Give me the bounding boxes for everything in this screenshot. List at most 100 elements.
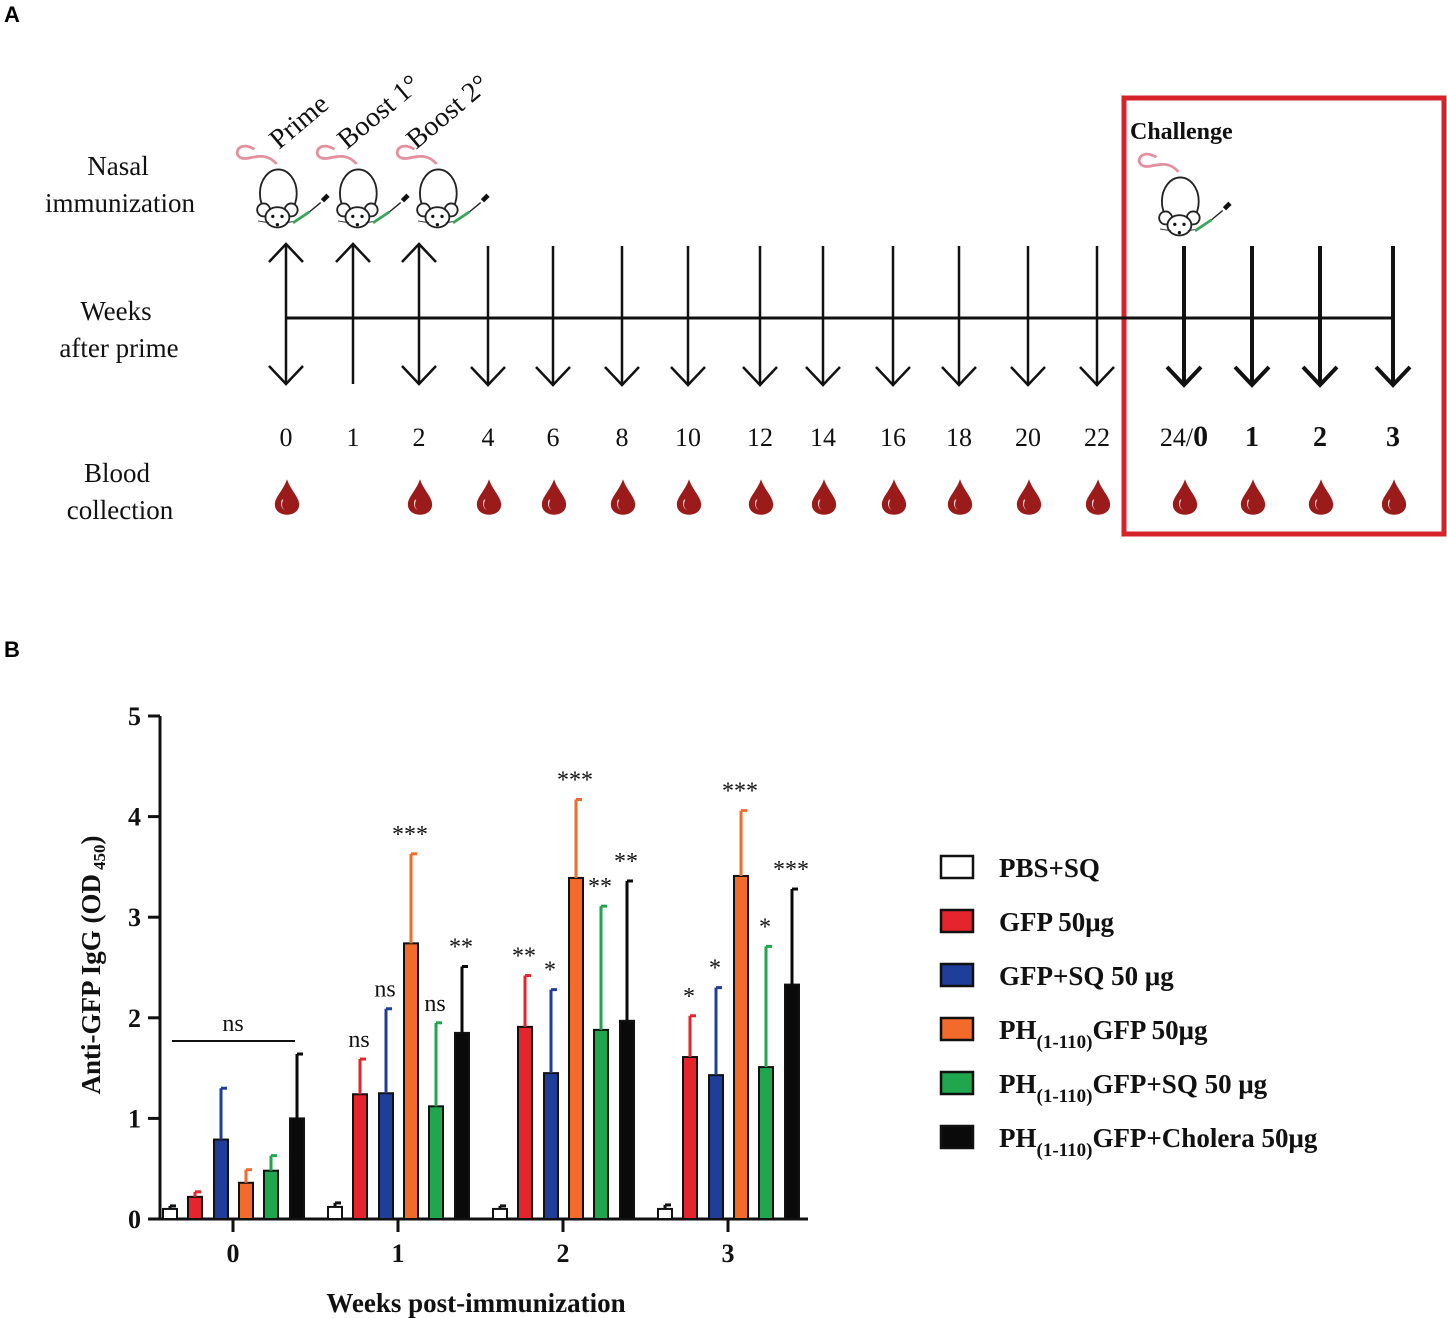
group-annotation: ns <box>172 1011 295 1042</box>
significance-label: * <box>683 984 695 1010</box>
bar <box>733 874 749 1220</box>
bar <box>213 1138 229 1220</box>
legend-swatch <box>939 1016 975 1042</box>
blood-drop-icon <box>541 479 567 515</box>
timepoint-label: 20 <box>1015 423 1041 452</box>
timeline-arrow-down-head <box>1165 365 1203 388</box>
blood-drop-icon <box>947 479 973 515</box>
nasal-label-line1: Nasal <box>87 151 148 181</box>
significance-label: * <box>544 958 556 984</box>
timepoint-label: 18 <box>946 423 972 452</box>
timepoint-label: 3 <box>1386 422 1400 453</box>
blood-drop-icon <box>274 479 300 515</box>
y-axis-title-close: ) <box>76 836 106 845</box>
bar <box>758 1066 774 1220</box>
timeline-arrow-down-head <box>535 366 571 387</box>
timepoint-label: 8 <box>616 423 629 452</box>
ns-bracket-label: ns <box>222 1011 243 1037</box>
bar <box>657 1207 673 1220</box>
x-ticks: 0 1 2 3 <box>227 1219 735 1268</box>
bar <box>568 876 584 1220</box>
significance-labels: ns***ns* ******* ***ns******* *** <box>348 767 809 1053</box>
significance-label: * <box>709 956 721 982</box>
timeline-marks <box>268 242 1412 388</box>
significance-label: ns <box>374 977 395 1003</box>
significance-label: ** <box>449 934 473 960</box>
y-tick-label: 2 <box>128 1004 141 1033</box>
legend-label: PBS+SQ <box>999 853 1100 883</box>
timepoint-label: 10 <box>675 423 701 452</box>
timeline-arrow-down-head <box>670 366 706 387</box>
timeline-arrow-down-head <box>805 366 841 387</box>
bar <box>708 1074 724 1220</box>
x-axis-title: Weeks post-immunization <box>326 1288 625 1318</box>
mouse-icon <box>397 146 488 227</box>
timeline-arrow-down-head <box>941 366 977 387</box>
significance-label: ns <box>348 1027 369 1053</box>
blood-drop-icon <box>610 479 636 515</box>
timepoint-label: 22 <box>1084 423 1110 452</box>
significance-label: ** <box>588 874 612 900</box>
timepoint-label: 1 <box>347 423 360 452</box>
panel-a-letter: A <box>4 2 20 27</box>
blood-drop-icon <box>407 479 433 515</box>
timepoint-label: 6 <box>547 423 560 452</box>
bar <box>428 1105 444 1220</box>
panel-a-timeline: A Nasal immunization Weeks after prime B… <box>4 2 1447 537</box>
timepoint-label: 0 <box>280 423 293 452</box>
timeline-arrow-down-head <box>1010 366 1046 387</box>
legend-swatch <box>939 962 975 988</box>
challenge-highlight-box <box>1121 95 1447 537</box>
timepoint-label: 4 <box>482 423 495 452</box>
blood-label-line2: collection <box>67 495 174 525</box>
blood-label-line1: Blood <box>84 458 151 488</box>
timepoint-label: 16 <box>880 423 906 452</box>
y-ticks: 0 1 2 3 4 5 <box>128 702 160 1234</box>
blood-drop-icon <box>1381 479 1407 515</box>
x-tick-label: 0 <box>227 1239 240 1268</box>
blood-drop-icon <box>748 479 774 515</box>
significance-label: *** <box>722 779 758 805</box>
mouse-icon <box>1139 154 1230 235</box>
bar <box>543 1072 559 1220</box>
timeline-arrow-down-head <box>1301 365 1339 388</box>
bar <box>352 1093 368 1220</box>
timeline-arrow-down-head <box>1374 365 1412 388</box>
blood-drop-icon <box>811 479 837 515</box>
weeks-label-line1: Weeks <box>80 296 151 326</box>
timepoint-label: 1 <box>1245 422 1259 453</box>
legend-swatch <box>939 908 975 934</box>
legend-swatch <box>939 854 975 880</box>
mouse-icon <box>237 146 328 227</box>
blood-drop-icon <box>1085 479 1111 515</box>
bar <box>187 1195 203 1221</box>
significance-label: *** <box>773 857 809 883</box>
timepoint-label: 2 <box>1313 422 1327 453</box>
bar <box>289 1117 305 1221</box>
legend-label: PH(1-110)GFP+SQ 50 μg <box>999 1069 1268 1107</box>
bar <box>492 1207 508 1220</box>
y-axis-title: Anti-GFP IgG (OD 450) <box>76 836 109 1095</box>
bar <box>454 1031 470 1221</box>
significance-label: ns <box>424 991 445 1017</box>
panel-b-letter: B <box>4 637 20 662</box>
legend-label: GFP+SQ 50 μg <box>999 961 1174 991</box>
bar <box>238 1181 254 1221</box>
timeline-arrow-down-head <box>401 365 437 386</box>
blood-drop-icon <box>1172 479 1198 515</box>
bar <box>378 1092 394 1220</box>
timepoint-label: 2 <box>413 423 426 452</box>
significance-label: *** <box>392 822 428 848</box>
bar <box>593 1028 609 1220</box>
bar <box>784 983 800 1220</box>
legend-swatch <box>939 1124 975 1150</box>
legend-label: PH(1-110)GFP+Cholera 50μg <box>999 1123 1318 1161</box>
bar <box>263 1169 279 1221</box>
bar <box>327 1205 343 1220</box>
timepoint-label: 12 <box>747 423 773 452</box>
blood-drop-icon <box>676 479 702 515</box>
timepoint-label: 24/0 <box>1160 420 1208 453</box>
bar <box>162 1207 178 1220</box>
timeline-arrow-up-head <box>401 242 437 263</box>
timeline-arrow-down-head <box>604 366 640 387</box>
